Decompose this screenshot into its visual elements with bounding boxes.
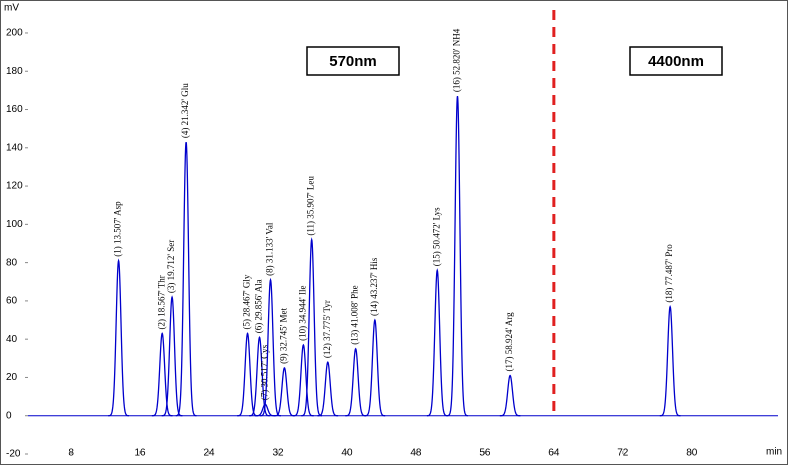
peak-label: (15) 50.472' Lys	[431, 207, 441, 266]
peak-label: (11) 35.907' Leu	[306, 176, 316, 236]
peak-label: (13) 41.008' Phe	[350, 285, 360, 344]
region-label: 4400nm	[648, 53, 704, 70]
peak-label: (14) 43.237' His	[369, 257, 379, 316]
peak	[447, 96, 468, 417]
peak	[499, 374, 521, 417]
peak	[237, 332, 258, 417]
peak	[345, 347, 367, 417]
peak	[249, 335, 270, 417]
peak-label: (12) 37.775' Tyr	[322, 300, 332, 358]
region-box	[306, 46, 400, 76]
y-tick-label: 200	[6, 28, 23, 39]
peak-label: (4) 21.342' Glu	[180, 83, 190, 138]
peak-label: (7) 30.517' Cys	[259, 344, 269, 400]
peak	[274, 366, 295, 417]
peak	[301, 237, 323, 417]
y-tick-label: 80	[6, 257, 18, 268]
peak	[426, 268, 448, 417]
peak-label: (18) 77.487' Pro	[664, 244, 674, 303]
peak	[175, 141, 197, 417]
y-tick-label: 100	[6, 219, 23, 230]
peak	[364, 318, 386, 417]
y-tick-label: 140	[6, 142, 23, 153]
y-tick-label: -20	[6, 449, 21, 460]
y-tick-label: 120	[6, 181, 23, 192]
peak	[260, 277, 281, 417]
peak-label: (5) 28.467' Gly	[242, 274, 252, 329]
peak	[659, 304, 681, 417]
y-tick-label: 60	[6, 296, 18, 307]
peak-label: (3) 19.712' Ser	[166, 240, 176, 293]
peak-label: (16) 52.820' NH4	[452, 28, 462, 92]
y-tick-label: 0	[6, 410, 12, 421]
region-label: 570nm	[329, 53, 377, 70]
peak	[108, 258, 129, 417]
y-tick-label: 20	[6, 372, 18, 383]
x-axis-label: min	[766, 447, 782, 458]
peak-label: (10) 34.944' Ile	[297, 286, 307, 341]
region-box	[629, 46, 723, 76]
peak-label: (1) 13.507' Asp	[113, 201, 123, 257]
peak-label: (6) 29.856' Ala	[254, 279, 264, 333]
peak-label: (2) 18.567' Thr	[156, 275, 166, 329]
peak-label: (17) 58.924' Arg	[504, 312, 514, 372]
y-axis-label: mV	[4, 3, 19, 14]
peak	[317, 361, 339, 417]
y-tick-label: 40	[6, 334, 18, 345]
peak-label: (8) 31.133' Val	[265, 222, 275, 276]
peak	[151, 332, 173, 417]
peak	[293, 343, 314, 417]
peak-label: (9) 32.745' Met	[278, 308, 288, 364]
y-tick-label: 180	[6, 66, 23, 77]
y-tick-label: 160	[6, 104, 23, 115]
